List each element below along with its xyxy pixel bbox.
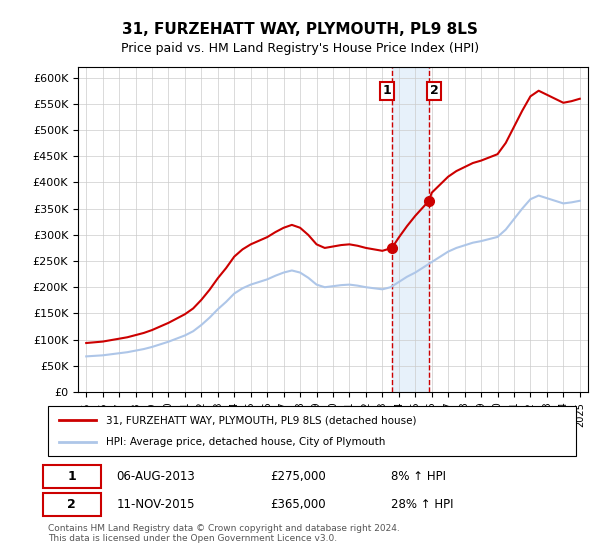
Text: 8% ↑ HPI: 8% ↑ HPI xyxy=(391,470,446,483)
Text: 2: 2 xyxy=(430,84,438,97)
Text: 31, FURZEHATT WAY, PLYMOUTH, PL9 8LS (detached house): 31, FURZEHATT WAY, PLYMOUTH, PL9 8LS (de… xyxy=(106,415,416,425)
Text: £275,000: £275,000 xyxy=(270,470,326,483)
Text: 1: 1 xyxy=(67,470,76,483)
Text: Price paid vs. HM Land Registry's House Price Index (HPI): Price paid vs. HM Land Registry's House … xyxy=(121,42,479,55)
Text: 1: 1 xyxy=(383,84,391,97)
Text: Contains HM Land Registry data © Crown copyright and database right 2024.
This d: Contains HM Land Registry data © Crown c… xyxy=(48,524,400,543)
FancyBboxPatch shape xyxy=(43,493,101,516)
Text: 2: 2 xyxy=(67,498,76,511)
FancyBboxPatch shape xyxy=(48,406,576,456)
FancyBboxPatch shape xyxy=(43,465,101,488)
Text: 28% ↑ HPI: 28% ↑ HPI xyxy=(391,498,454,511)
Bar xyxy=(392,67,429,392)
Text: 31, FURZEHATT WAY, PLYMOUTH, PL9 8LS: 31, FURZEHATT WAY, PLYMOUTH, PL9 8LS xyxy=(122,22,478,38)
Text: 11-NOV-2015: 11-NOV-2015 xyxy=(116,498,195,511)
Text: 06-AUG-2013: 06-AUG-2013 xyxy=(116,470,196,483)
Text: £365,000: £365,000 xyxy=(270,498,325,511)
Text: HPI: Average price, detached house, City of Plymouth: HPI: Average price, detached house, City… xyxy=(106,437,385,447)
